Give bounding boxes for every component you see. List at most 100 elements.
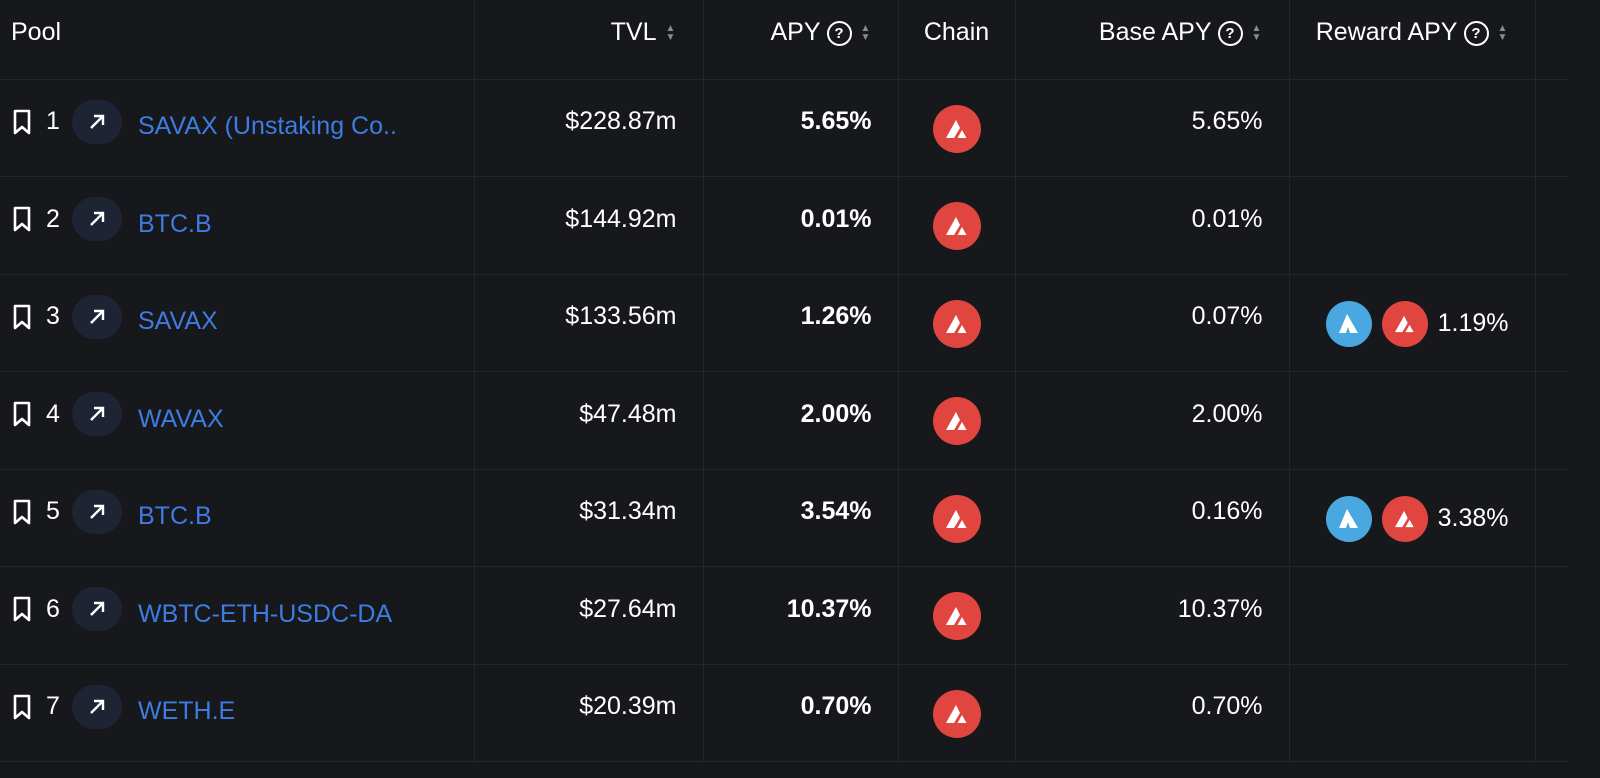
chain-cell [898, 79, 1016, 177]
reward-apy-cell [1289, 371, 1536, 470]
apy-cell: 0.70% [703, 664, 899, 762]
reward-tokens: 3.38% [1318, 495, 1509, 542]
avalanche-chain-icon[interactable] [932, 299, 981, 348]
pool-name-link[interactable]: SAVAX (Unstaking Co.. [138, 112, 397, 141]
header-base-apy[interactable]: Base APY? ▲ ▼ [1015, 0, 1290, 80]
help-icon[interactable]: ? [1463, 20, 1489, 46]
apy-cell: 1.26% [703, 274, 899, 372]
table-row: 2 BTC.B $144.92m 0.01% 0.01% [0, 176, 1568, 275]
bookmark-icon[interactable] [12, 304, 32, 330]
pool-name-link[interactable]: BTC.B [138, 502, 212, 531]
header-tvl[interactable]: TVL ▲ ▼ [474, 0, 704, 80]
open-external-button[interactable] [72, 587, 122, 632]
open-external-button[interactable] [72, 684, 122, 729]
row-index: 4 [46, 399, 60, 428]
spacer-cell [1535, 566, 1568, 665]
reward-apy-cell [1289, 664, 1536, 762]
row-index: 5 [46, 497, 60, 526]
header-reward-apy[interactable]: Reward APY? ▲ ▼ [1289, 0, 1536, 80]
pool-cell: 4 WAVAX [0, 371, 475, 470]
table-row: 7 WETH.E $20.39m 0.70% 0.70% [0, 664, 1568, 762]
open-external-button[interactable] [72, 99, 122, 144]
reward-apy-value: 1.19% [1437, 309, 1509, 338]
chain-cell [898, 371, 1016, 470]
header-tvl-label: TVL [610, 18, 657, 46]
arrow-up-right-icon [90, 699, 105, 714]
tvl-cell: $20.39m [474, 664, 704, 762]
tvl-cell: $144.92m [474, 176, 704, 275]
header-reward-apy-label: Reward APY [1315, 18, 1458, 46]
pool-name-link[interactable]: WBTC-ETH-USDC-DA [138, 599, 393, 628]
base-apy-cell: 0.01% [1015, 176, 1290, 275]
chain-cell [898, 176, 1016, 275]
apy-cell: 5.65% [703, 79, 899, 177]
pool-name-link[interactable]: WETH.E [138, 697, 236, 726]
avalanche-chain-icon[interactable] [932, 397, 981, 446]
avalanche-chain-icon[interactable] [932, 592, 981, 641]
base-apy-cell: 0.16% [1015, 469, 1290, 567]
row-index: 3 [46, 302, 60, 331]
base-apy-cell: 0.70% [1015, 664, 1290, 762]
spacer-cell [1535, 371, 1568, 470]
reward-apy-cell [1289, 79, 1536, 177]
bookmark-icon[interactable] [12, 401, 32, 427]
header-chain: Chain [898, 0, 1016, 80]
apy-cell: 3.54% [703, 469, 899, 567]
sort-icon[interactable]: ▲ ▼ [1251, 23, 1262, 44]
apy-cell: 2.00% [703, 371, 899, 470]
base-apy-cell: 2.00% [1015, 371, 1290, 470]
open-external-button[interactable] [72, 489, 122, 534]
spacer-cell [1535, 274, 1568, 372]
help-icon[interactable]: ? [1217, 20, 1243, 46]
header-spacer [1535, 0, 1568, 80]
reward-tokens: 1.19% [1318, 300, 1509, 347]
sort-icon[interactable]: ▲ ▼ [665, 23, 676, 44]
avax-token-icon [1381, 300, 1428, 347]
open-external-button[interactable] [72, 294, 122, 339]
row-index: 6 [46, 594, 60, 623]
table-row: 5 BTC.B $31.34m 3.54% 0.16% 3.38% [0, 469, 1568, 567]
bookmark-icon[interactable] [12, 596, 32, 622]
chain-cell [898, 566, 1016, 665]
bookmark-icon[interactable] [12, 499, 32, 525]
table-row: 1 SAVAX (Unstaking Co.. $228.87m 5.65% 5.… [0, 79, 1568, 177]
pools-table: Pool TVL ▲ ▼ APY? ▲ ▼ Chain Base APY? ▲ ▼ Rewa… [0, 0, 1568, 762]
sort-icon[interactable]: ▲ ▼ [860, 23, 871, 44]
tvl-cell: $47.48m [474, 371, 704, 470]
arrow-up-right-icon [90, 504, 105, 519]
header-pool: Pool [0, 0, 475, 80]
table-row: 3 SAVAX $133.56m 1.26% 0.07% 1.19% [0, 274, 1568, 372]
bookmark-icon[interactable] [12, 206, 32, 232]
apy-cell: 10.37% [703, 566, 899, 665]
open-external-button[interactable] [72, 197, 122, 242]
tvl-cell: $27.64m [474, 566, 704, 665]
arrow-up-right-icon [90, 114, 105, 129]
spacer-cell [1535, 469, 1568, 567]
pool-name-link[interactable]: WAVAX [138, 404, 224, 433]
sort-icon[interactable]: ▲ ▼ [1497, 23, 1508, 44]
pool-cell: 7 WETH.E [0, 664, 475, 762]
avalanche-chain-icon[interactable] [932, 104, 981, 153]
header-apy[interactable]: APY? ▲ ▼ [703, 0, 899, 80]
avalanche-chain-icon[interactable] [932, 202, 981, 251]
help-icon[interactable]: ? [826, 20, 852, 46]
pool-cell: 5 BTC.B [0, 469, 475, 567]
pool-cell: 2 BTC.B [0, 176, 475, 275]
base-apy-cell: 5.65% [1015, 79, 1290, 177]
tvl-cell: $133.56m [474, 274, 704, 372]
open-external-button[interactable] [72, 392, 122, 437]
bookmark-icon[interactable] [12, 109, 32, 135]
spacer-cell [1535, 176, 1568, 275]
avalanche-chain-icon[interactable] [932, 689, 981, 738]
table-row: 4 WAVAX $47.48m 2.00% 2.00% [0, 371, 1568, 470]
pool-cell: 6 WBTC-ETH-USDC-DA [0, 566, 475, 665]
avalanche-chain-icon[interactable] [932, 494, 981, 543]
row-index: 7 [46, 692, 60, 721]
row-index: 1 [46, 107, 60, 136]
pool-name-link[interactable]: SAVAX [138, 307, 218, 336]
header-base-apy-label: Base APY [1098, 18, 1212, 46]
header-pool-label: Pool [11, 18, 62, 46]
bookmark-icon[interactable] [12, 694, 32, 720]
table-row: 6 WBTC-ETH-USDC-DA $27.64m 10.37% 10.37% [0, 566, 1568, 665]
pool-name-link[interactable]: BTC.B [138, 209, 212, 238]
